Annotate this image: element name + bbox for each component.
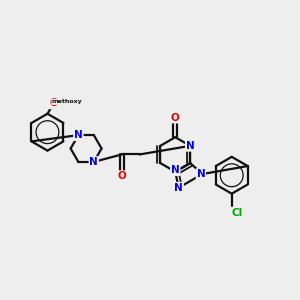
Text: N: N	[89, 157, 98, 167]
Text: O: O	[171, 112, 180, 123]
Text: O: O	[50, 98, 58, 108]
Text: Cl: Cl	[232, 208, 243, 218]
Text: O: O	[117, 171, 126, 181]
Text: N: N	[186, 141, 195, 151]
Text: N: N	[74, 130, 83, 140]
Text: N: N	[171, 165, 180, 175]
Text: N: N	[196, 169, 205, 179]
Text: methoxy: methoxy	[52, 99, 83, 104]
Text: N: N	[174, 183, 183, 193]
